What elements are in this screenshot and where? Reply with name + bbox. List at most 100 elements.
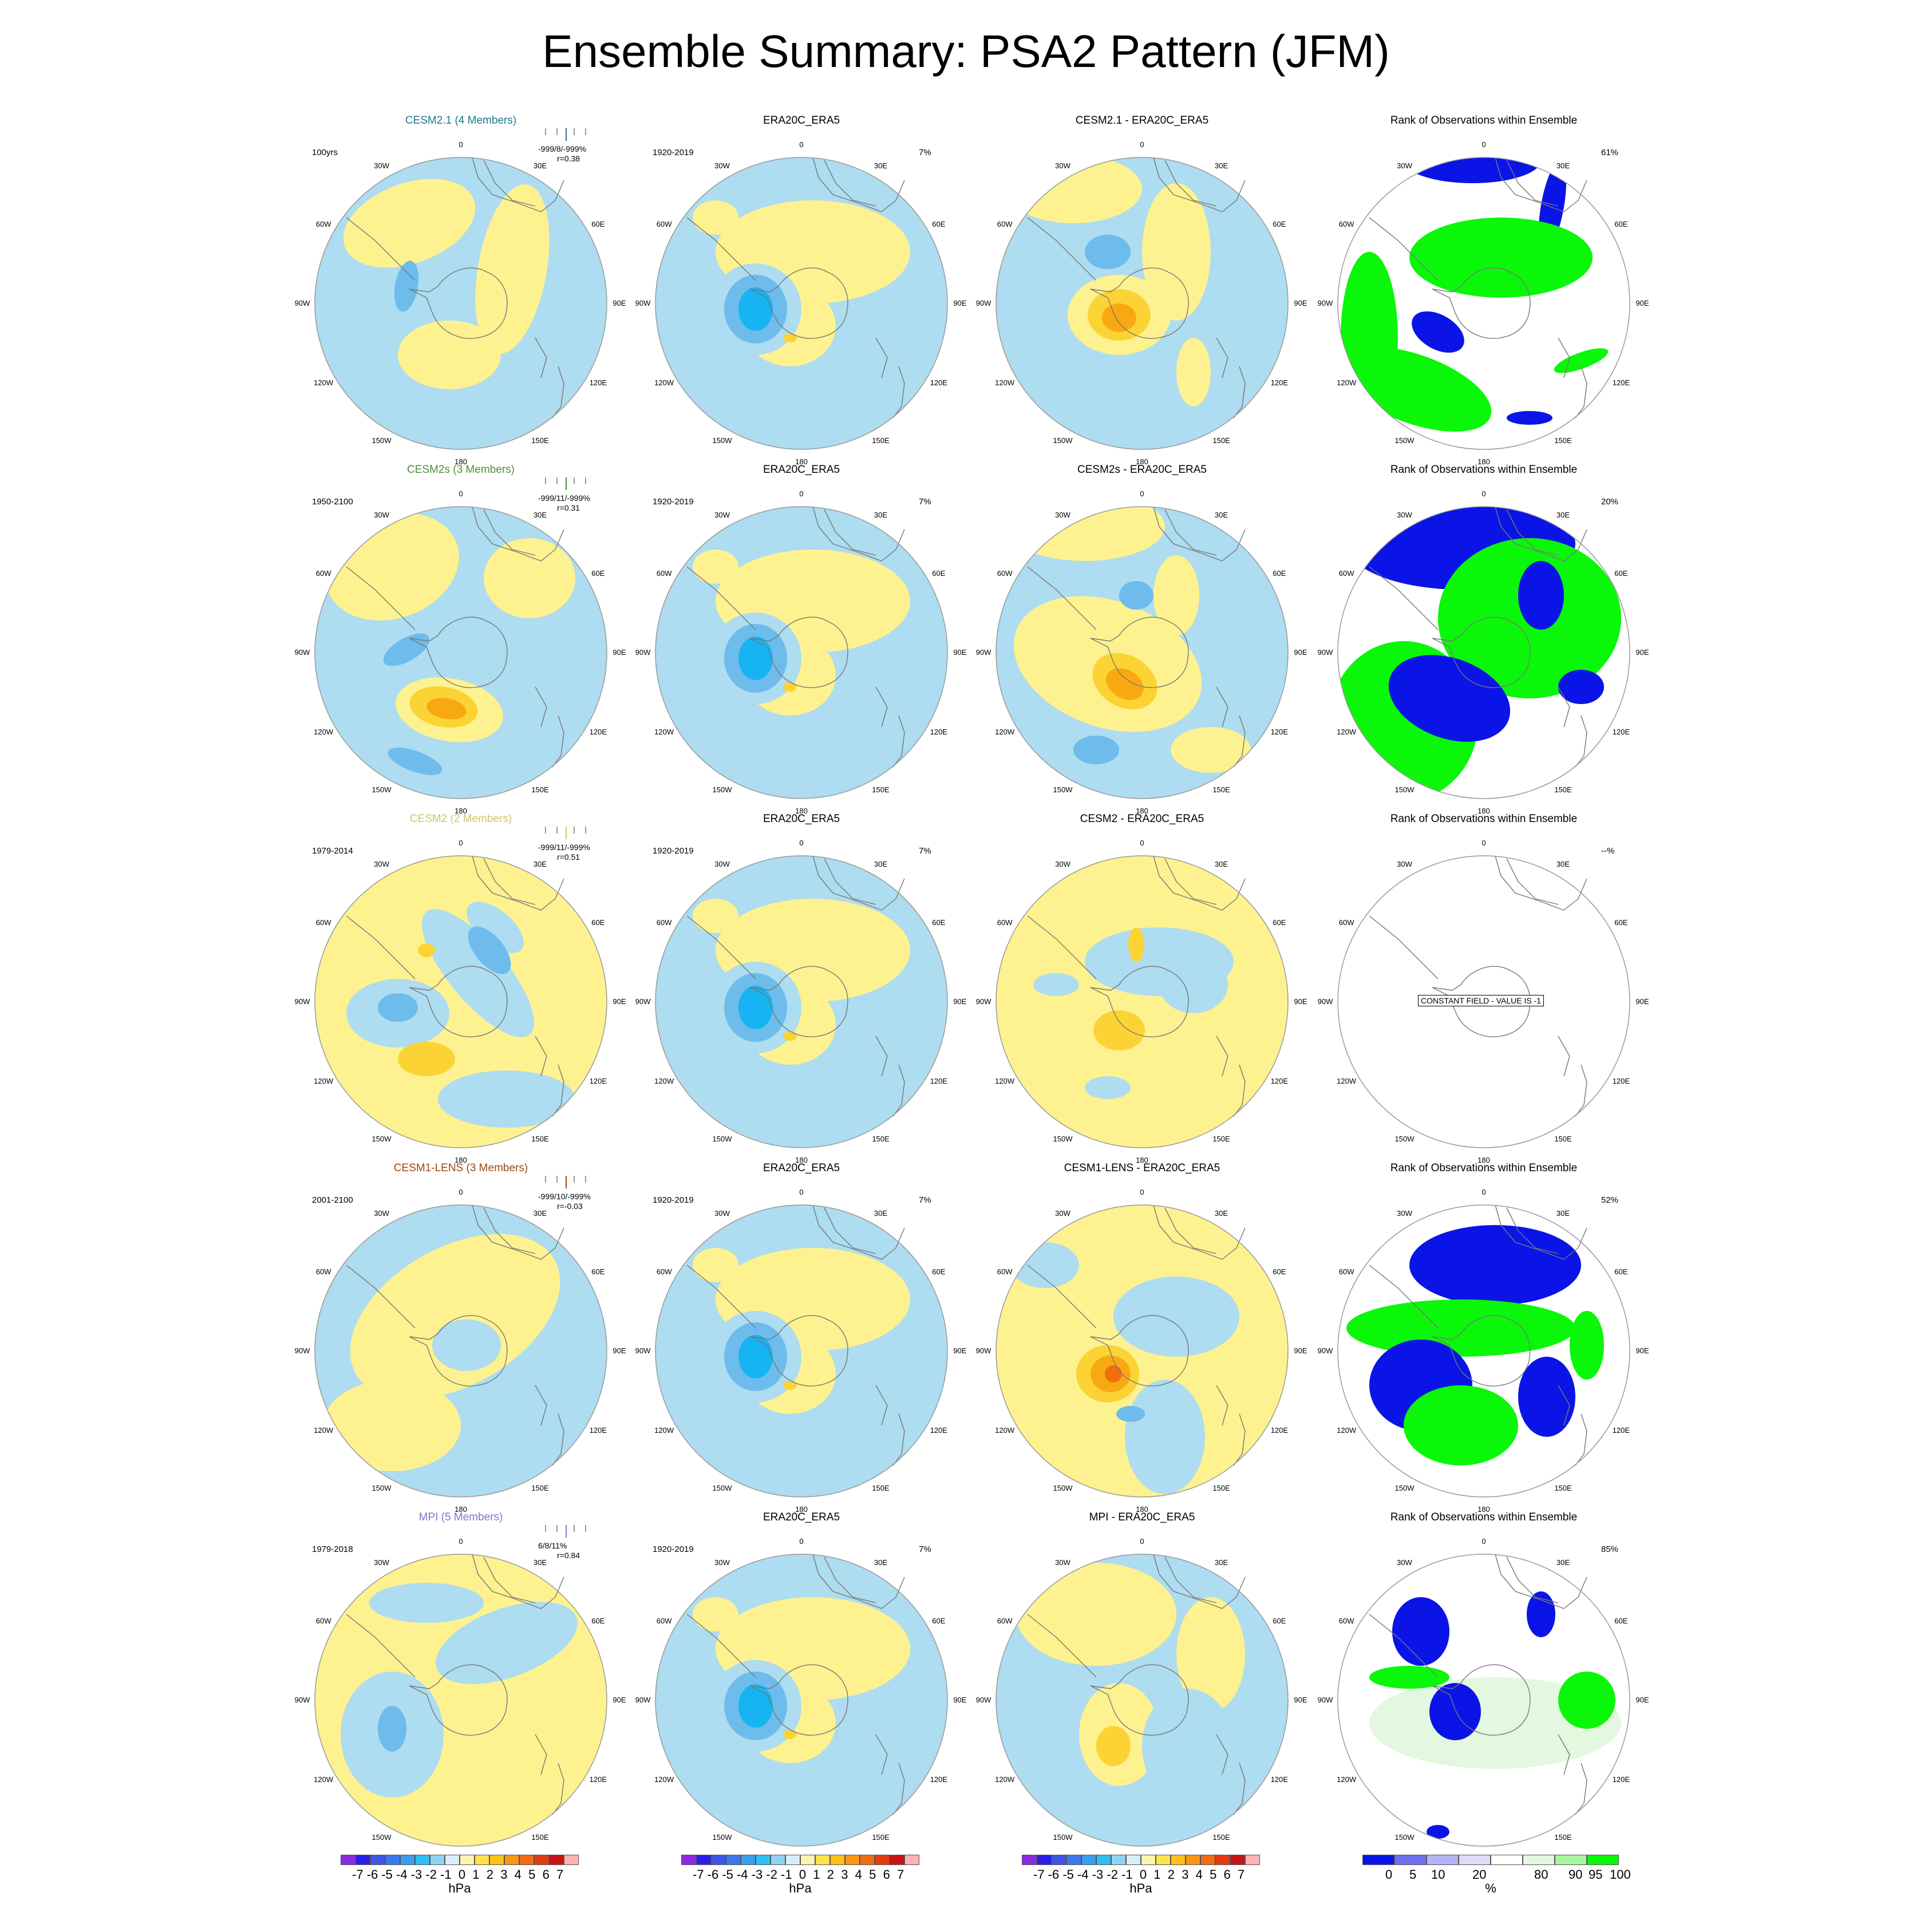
- obs-panel: ERA20C_ERA5 1920-2019 7% 0 30E 60E 90E 120E 150E…: [635, 813, 967, 1164]
- longitude-label: 150E: [1554, 785, 1572, 794]
- longitude-label: 60E: [1614, 1616, 1628, 1625]
- longitude-label: 0: [1140, 1188, 1144, 1196]
- panel-title: CESM2 - ERA20C_ERA5: [1080, 813, 1204, 825]
- ensemble-spread-ticks: [545, 827, 586, 839]
- longitude-label: 90W: [635, 648, 651, 657]
- longitude-label: 150W: [1394, 785, 1415, 794]
- percent-label: 85%: [1601, 1544, 1619, 1554]
- negative-anomaly: [738, 1335, 773, 1378]
- colorbar-swatch: [800, 1855, 815, 1865]
- longitude-label: 90W: [1317, 648, 1333, 657]
- longitude-label: 120E: [1270, 1775, 1289, 1784]
- colorbar-swatch: [711, 1855, 726, 1865]
- longitude-label: 30W: [1397, 860, 1412, 869]
- polar-map: [314, 1554, 607, 1847]
- rank-panel: Rank of Observations within Ensemble 20% 0…: [1318, 464, 1649, 815]
- longitude-label: 180: [1136, 1156, 1148, 1164]
- year-range: 1979-2014: [312, 846, 353, 856]
- rank-low-region: [1409, 1225, 1581, 1305]
- longitude-label: 30E: [533, 860, 547, 869]
- longitude-label: 120W: [654, 1425, 674, 1435]
- constant-field-label: CONSTANT FIELD - VALUE IS -1: [1418, 995, 1544, 1006]
- colorbar-swatch: [696, 1855, 711, 1865]
- longitude-label: 60W: [315, 568, 331, 578]
- longitude-label: 90W: [294, 299, 310, 307]
- colorbar-unit: hPa: [1129, 1881, 1152, 1895]
- longitude-label: 30W: [1055, 1558, 1070, 1567]
- positive-anomaly: [1153, 555, 1199, 635]
- positive-anomaly: [1142, 183, 1211, 321]
- colorbar-swatch: [741, 1855, 756, 1865]
- colorbar-swatch: [1186, 1855, 1200, 1865]
- longitude-label: 120W: [654, 1076, 674, 1085]
- longitude-label: 30E: [1556, 860, 1570, 869]
- longitude-label: 180: [1136, 457, 1148, 466]
- longitude-label: 90E: [953, 648, 967, 657]
- longitude-label: 0: [459, 839, 463, 847]
- longitude-label: 90E: [1294, 1346, 1307, 1355]
- colorbar-swatch: [845, 1855, 860, 1865]
- map-field: [1338, 1205, 1630, 1497]
- longitude-label: 120W: [1337, 1425, 1357, 1435]
- longitude-label: 90W: [294, 1696, 310, 1704]
- map-border: [655, 1204, 948, 1498]
- map-field: [655, 856, 947, 1148]
- colorbar-swatch: [400, 1855, 415, 1865]
- stats-text: -999/11/-999%: [538, 843, 590, 852]
- colorbar-swatch: [1230, 1855, 1245, 1865]
- map-border: [995, 1554, 1289, 1847]
- year-range: 1920-2019: [653, 148, 694, 157]
- longitude-label: 30E: [533, 1558, 547, 1567]
- longitude-label: 150W: [372, 436, 392, 445]
- longitude-label: 120W: [995, 378, 1015, 387]
- coastline: [1027, 1204, 1246, 1466]
- longitude-label: 180: [1477, 1156, 1490, 1164]
- colorbar-swatch: [534, 1855, 549, 1865]
- percent-label: 7%: [919, 1195, 931, 1205]
- panel-title: CESM2.1 (4 Members): [405, 114, 517, 127]
- coastline: [686, 1204, 905, 1466]
- positive-anomaly: [693, 200, 738, 235]
- percent-label: 20%: [1601, 497, 1619, 507]
- longitude-label: 30E: [874, 511, 888, 520]
- coastline: [686, 1554, 905, 1815]
- longitude-label: 150E: [872, 1832, 890, 1842]
- coastline: [686, 855, 905, 1117]
- rank-panel: Rank of Observations within Ensemble --% 0…: [1318, 813, 1649, 1164]
- longitude-label: 30W: [714, 161, 730, 171]
- map-border: [995, 1204, 1289, 1498]
- year-range: 1920-2019: [653, 497, 694, 507]
- year-range: 2001-2100: [312, 1195, 353, 1205]
- map-field: [1338, 507, 1630, 799]
- longitude-label: 60W: [315, 1267, 331, 1276]
- positive-anomaly: [783, 333, 797, 342]
- negative-anomaly: [1033, 973, 1079, 996]
- percent-label: 7%: [919, 497, 931, 507]
- positive-anomaly: [1096, 1726, 1131, 1766]
- longitude-label: 90E: [1635, 648, 1649, 657]
- longitude-label: 180: [1136, 807, 1148, 815]
- positive-anomaly: [1016, 1563, 1176, 1666]
- longitude-label: 30W: [374, 860, 389, 869]
- longitude-label: 150W: [372, 1832, 392, 1842]
- longitude-label: 30W: [1055, 1209, 1070, 1218]
- longitude-label: 30E: [1556, 1558, 1570, 1567]
- longitude-label: 150E: [872, 785, 890, 794]
- map-border: [1337, 1554, 1630, 1847]
- colorbar-swatch: [489, 1855, 504, 1865]
- longitude-label: 120W: [654, 1775, 674, 1784]
- positive-anomaly: [343, 179, 476, 268]
- longitude-label: 0: [1140, 489, 1144, 498]
- positive-anomaly: [1176, 1597, 1245, 1712]
- map-field: [996, 1205, 1288, 1497]
- longitude-label: 30E: [1214, 1209, 1228, 1218]
- longitude-label: 60E: [932, 918, 946, 927]
- longitude-label: 150W: [372, 785, 392, 794]
- colorbar-swatch: [1066, 1855, 1081, 1865]
- coastline: [346, 1204, 564, 1466]
- longitude-label: 60E: [591, 1616, 605, 1625]
- longitude-label: 60E: [932, 219, 946, 228]
- longitude-label: 60W: [997, 918, 1013, 927]
- longitude-label: 90E: [613, 997, 626, 1006]
- longitude-label: 0: [799, 140, 804, 149]
